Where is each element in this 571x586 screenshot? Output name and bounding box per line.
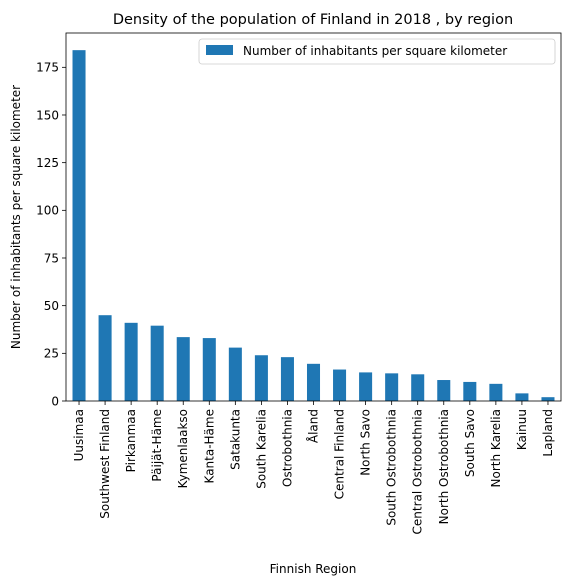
x-tick-label: Kymenlaakso (176, 409, 190, 488)
y-tick-label: 75 (44, 251, 59, 265)
bar (411, 374, 425, 401)
bar (98, 315, 112, 401)
legend-box (198, 38, 556, 65)
x-tick-label: North Ostrobothnia (437, 409, 451, 524)
x-tick-label: Central Finland (333, 409, 347, 499)
bar (437, 380, 451, 401)
x-tick-label: Päijät-Häme (150, 409, 164, 482)
bar (176, 337, 190, 401)
bar (489, 383, 503, 401)
bar (306, 363, 321, 401)
x-tick-label: South Karelia (254, 409, 268, 489)
x-tick-label: Satakunta (228, 409, 242, 470)
bar (515, 393, 529, 401)
x-tick-label: North Savo (359, 409, 373, 476)
bar (228, 347, 242, 401)
legend: Number of inhabitants per square kilomet… (198, 38, 556, 65)
y-tick-label: 25 (44, 347, 59, 361)
x-tick-label: Kainuu (515, 409, 529, 450)
x-tick-label: Central Ostrobothnia (411, 409, 425, 534)
x-tick-label: South Ostrobothnia (385, 409, 399, 526)
x-tick-label: Åland (306, 409, 321, 443)
bar (150, 325, 164, 401)
bar (385, 373, 399, 401)
bar (463, 381, 477, 401)
bar (541, 397, 555, 401)
bar (72, 50, 86, 401)
y-tick-label: 0 (51, 394, 59, 408)
legend-swatch (206, 45, 233, 55)
y-tick-label: 175 (36, 61, 59, 75)
x-tick-label: Pirkanmaa (124, 409, 138, 472)
x-tick-label: South Savo (463, 409, 477, 477)
bars-group (72, 50, 555, 401)
x-tick-label: Lapland (541, 409, 555, 457)
x-tick-label: Ostrobothnia (280, 409, 294, 487)
bar (254, 355, 268, 401)
plot-frame (65, 32, 562, 402)
bar (202, 338, 216, 401)
bar (333, 369, 347, 401)
x-tick-label: North Karelia (489, 409, 503, 487)
bar (124, 322, 138, 401)
x-axis-label: Finnish Region (270, 562, 357, 576)
y-tick-label: 50 (44, 299, 59, 313)
chart-title: Density of the population of Finland in … (113, 12, 513, 28)
x-tick-label: Southwest Finland (98, 409, 112, 519)
y-axis-ticks: 0 25 50 75 100 125 150 175 (36, 61, 66, 408)
x-tick-label: Kanta-Häme (202, 409, 216, 483)
legend-entry-label: Number of inhabitants per square kilomet… (243, 44, 507, 58)
x-axis-ticks: Uusimaa Southwest Finland Pirkanmaa Päijät-… (72, 401, 555, 534)
bar (280, 357, 294, 401)
y-tick-label: 150 (36, 108, 59, 122)
y-axis-label: Number of inhabitants per square kilomet… (9, 85, 23, 349)
x-tick-label: Uusimaa (72, 409, 86, 461)
bar (359, 372, 373, 401)
y-tick-label: 125 (36, 156, 59, 170)
y-tick-label: 100 (36, 204, 59, 218)
